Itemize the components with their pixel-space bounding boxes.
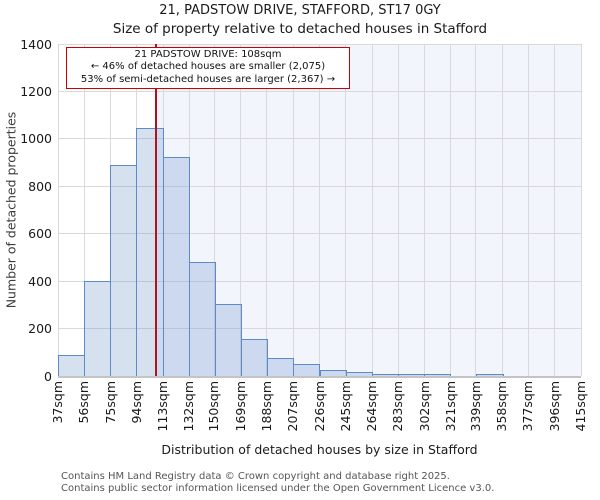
x-tick-label: 415sqm: [573, 381, 588, 432]
histogram-bar: [345, 372, 373, 376]
histogram-bar: [476, 374, 504, 376]
chart-title: 21, PADSTOW DRIVE, STAFFORD, ST17 0GY: [159, 3, 441, 18]
x-tick-label: 56sqm: [76, 381, 92, 424]
x-tick-label: 358sqm: [494, 381, 510, 432]
shade-region: [156, 44, 581, 376]
annotation-line-1: 21 PADSTOW DRIVE: 108sqm: [134, 49, 282, 60]
x-tick-label: 132sqm: [181, 381, 197, 432]
y-tick-label: 0: [44, 368, 52, 384]
footer-line-1: Contains HM Land Registry data © Crown c…: [61, 471, 450, 482]
histogram-bar: [188, 262, 216, 376]
gridline-v: [57, 44, 59, 376]
x-tick-label: 226sqm: [311, 381, 327, 432]
gridline-v: [580, 44, 582, 376]
footer-line-2: Contains public sector information licen…: [61, 482, 495, 494]
histogram-bar: [214, 303, 243, 376]
histogram-bar: [241, 339, 269, 376]
histogram-bar: [293, 364, 321, 376]
histogram-bar: [319, 370, 347, 376]
x-tick-label: 94sqm: [128, 381, 144, 424]
y-tick-label: 600: [28, 226, 52, 242]
gridline-v: [371, 44, 373, 376]
gridline-v: [266, 44, 268, 376]
gridline-v: [501, 44, 503, 376]
histogram-bar: [84, 281, 112, 376]
gridline-v: [292, 44, 294, 376]
histogram-bar: [371, 374, 399, 376]
x-tick-label: 283sqm: [390, 381, 406, 432]
gridline-v: [319, 44, 320, 376]
gridline-v: [83, 44, 85, 376]
y-tick-label: 1400: [20, 36, 52, 52]
x-tick-label: 75sqm: [102, 381, 118, 424]
histogram-bar: [162, 156, 190, 376]
y-tick-label: 800: [28, 178, 52, 194]
x-tick-label: 37sqm: [50, 381, 65, 424]
histogram-bar: [424, 374, 452, 376]
x-tick-label: 188sqm: [258, 381, 274, 432]
x-tick-label: 207sqm: [285, 381, 301, 432]
gridline-v: [475, 44, 477, 376]
y-tick-label: 1000: [20, 131, 52, 147]
annotation-line-2: ← 46% of detached houses are smaller (2,…: [90, 61, 326, 73]
x-tick-label: 339sqm: [467, 381, 483, 432]
x-tick-label: 302sqm: [416, 381, 432, 432]
histogram-bar: [397, 374, 426, 376]
gridline-v: [424, 44, 426, 376]
histogram-bar: [267, 358, 295, 376]
y-tick-label: 400: [28, 273, 52, 289]
x-tick-label: 377sqm: [520, 381, 536, 432]
histogram-bar: [110, 164, 138, 376]
footer: Contains HM Land Registry data © Crown c…: [61, 471, 494, 494]
gridline-v: [450, 44, 452, 376]
y-tick-label: 1200: [20, 83, 52, 99]
chart-subtitle: Size of property relative to detached ho…: [112, 21, 488, 37]
gridline-v: [397, 44, 399, 376]
annotation-box: 21 PADSTOW DRIVE: 108sqm ← 46% of detach…: [66, 47, 350, 90]
x-tick-label: 169sqm: [232, 381, 248, 432]
x-tick-label: 113sqm: [155, 381, 171, 432]
x-tick-label: 150sqm: [206, 381, 222, 432]
histogram-bar: [58, 354, 86, 376]
property-size-marker-line: [155, 44, 158, 376]
gridline-v: [527, 44, 529, 376]
y-tick-label: 200: [28, 321, 52, 337]
x-tick-label: 396sqm: [546, 381, 562, 432]
gridline-v: [345, 44, 347, 376]
gridline-v: [240, 44, 242, 376]
x-axis-title: Distribution of detached houses by size …: [161, 442, 478, 457]
plot-area: [57, 43, 582, 378]
annotation-line-3: 53% of semi-detached houses are larger (…: [80, 73, 336, 85]
x-tick-label: 264sqm: [364, 381, 380, 432]
gridline-v: [213, 44, 215, 376]
gridline-v: [554, 44, 556, 376]
x-tick-label: 245sqm: [337, 381, 353, 432]
x-tick-label: 321sqm: [442, 381, 458, 432]
histogram-bar: [136, 128, 164, 376]
